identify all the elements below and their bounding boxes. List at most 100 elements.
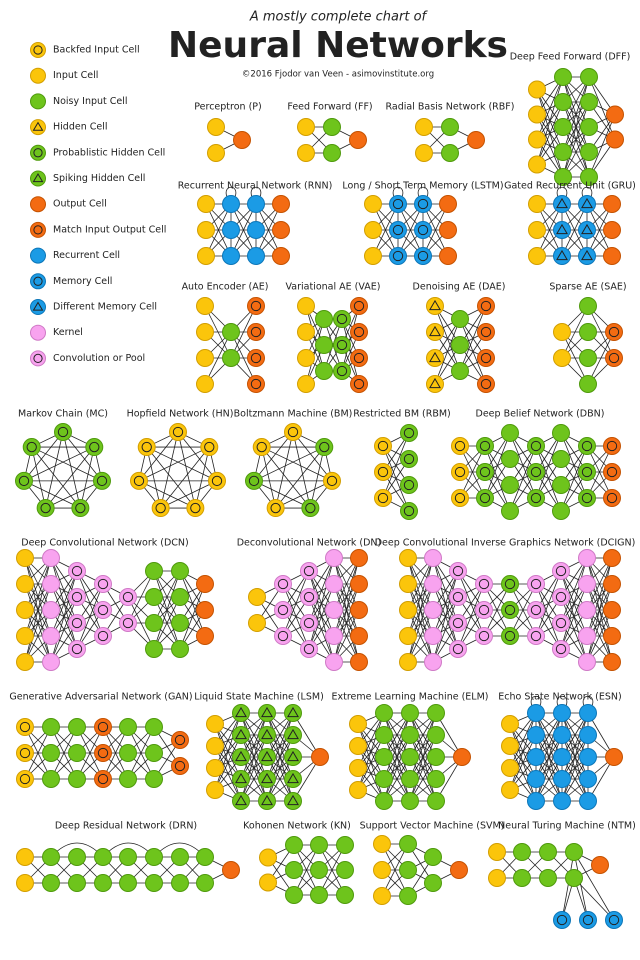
cell-body xyxy=(439,247,457,265)
cell xyxy=(578,489,596,507)
cell-body xyxy=(207,144,225,162)
cell-body xyxy=(513,843,531,861)
edge xyxy=(372,203,399,257)
cell-ring xyxy=(530,630,542,642)
cell-body xyxy=(427,792,445,810)
cell-triangle xyxy=(429,299,441,311)
cell-body xyxy=(603,549,621,567)
cell-body xyxy=(258,792,276,810)
cell xyxy=(285,886,303,904)
cell-body xyxy=(441,144,459,162)
edge xyxy=(76,726,104,780)
cell xyxy=(284,748,302,766)
edge xyxy=(409,734,437,802)
cell-body xyxy=(364,247,382,265)
edge xyxy=(382,432,410,499)
cell xyxy=(427,792,445,810)
cell-ring xyxy=(303,591,315,603)
cell xyxy=(451,362,469,380)
cell-ring xyxy=(174,734,186,746)
edge xyxy=(586,557,613,637)
cell-body xyxy=(310,861,328,879)
cell xyxy=(501,575,519,593)
cell-body xyxy=(399,575,417,593)
cell xyxy=(603,653,621,671)
cell-body xyxy=(426,375,444,393)
cell-body xyxy=(578,627,596,645)
cell xyxy=(30,42,46,58)
cell-ring xyxy=(303,617,315,629)
cell xyxy=(415,118,433,136)
cell-body xyxy=(171,614,189,632)
cell-body xyxy=(197,195,215,213)
edge xyxy=(484,432,511,499)
cell-body xyxy=(145,718,163,736)
cell-body xyxy=(400,502,418,520)
cell-body xyxy=(206,715,224,733)
cell-ring xyxy=(250,300,262,312)
cell-body xyxy=(151,499,170,518)
cell-body xyxy=(579,726,597,744)
cell xyxy=(16,575,34,593)
cell xyxy=(579,704,597,722)
cell xyxy=(528,221,546,239)
cell xyxy=(297,323,315,341)
edge xyxy=(561,851,575,921)
cell-body xyxy=(333,310,351,328)
cell-body xyxy=(196,601,214,619)
cell xyxy=(30,273,46,290)
cell-body xyxy=(274,575,292,593)
cell-body xyxy=(68,744,86,762)
edge xyxy=(153,570,181,624)
edge xyxy=(357,712,385,791)
cell-ring xyxy=(155,502,166,514)
cell xyxy=(401,792,419,810)
cell-ring xyxy=(122,617,134,629)
edge xyxy=(255,203,282,257)
cell-body xyxy=(424,549,442,567)
cell xyxy=(375,792,393,810)
cell-body xyxy=(222,221,240,239)
cell-body xyxy=(247,323,265,341)
title: Neural Networks xyxy=(168,25,508,66)
edge xyxy=(434,318,461,385)
cell-triangle xyxy=(235,772,247,784)
edge xyxy=(536,203,563,257)
cell-body xyxy=(389,221,407,239)
edge xyxy=(560,557,588,624)
cell-body xyxy=(374,489,392,507)
cell xyxy=(527,792,545,810)
self-loop xyxy=(556,186,568,198)
cell xyxy=(232,704,250,722)
self-loop xyxy=(581,186,593,198)
cell-ring xyxy=(319,441,330,453)
cell-body xyxy=(451,310,469,328)
cell-body xyxy=(71,499,90,518)
cell-body xyxy=(311,748,329,766)
cell xyxy=(68,848,86,866)
cell-body xyxy=(350,349,368,367)
cell xyxy=(426,349,444,367)
cell-body xyxy=(94,874,112,892)
cell xyxy=(310,861,328,879)
cell-ring xyxy=(608,326,620,338)
cell-body xyxy=(605,911,623,929)
self-loop xyxy=(556,695,568,707)
self-loop xyxy=(530,695,542,707)
cell xyxy=(68,718,86,736)
edge xyxy=(153,596,181,650)
cell-body xyxy=(284,770,302,788)
edge xyxy=(275,480,333,509)
cell-body xyxy=(15,471,34,490)
cell-triangle xyxy=(235,794,247,806)
cell xyxy=(30,299,46,315)
cell-body xyxy=(259,873,277,892)
edge xyxy=(179,583,206,650)
cell-body xyxy=(272,221,290,239)
cell xyxy=(16,744,34,762)
cell-body xyxy=(553,770,571,788)
edge xyxy=(261,446,311,509)
edge xyxy=(381,843,409,897)
cell xyxy=(197,247,215,265)
cell xyxy=(297,144,315,162)
